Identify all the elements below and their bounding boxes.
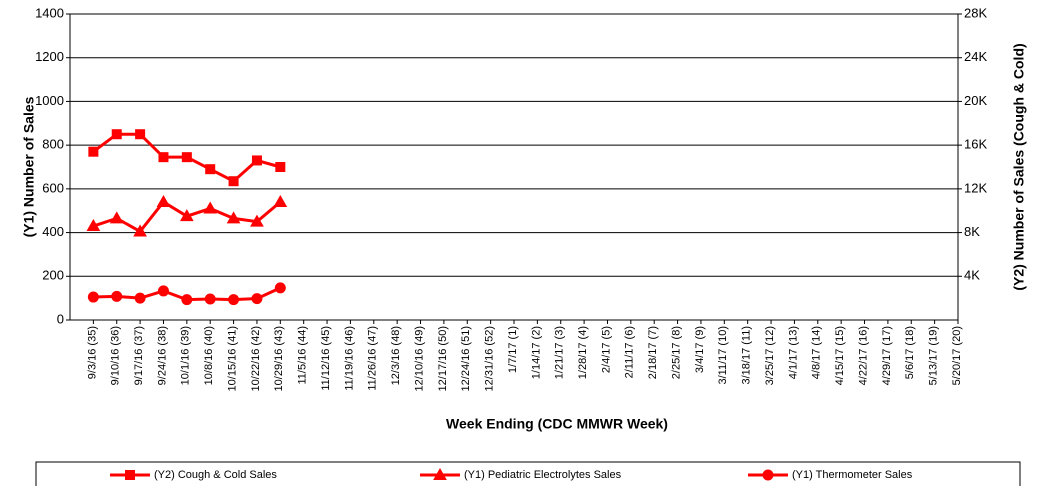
x-tick-label: 11/26/16 (47): [367, 326, 379, 391]
data-point: [133, 224, 147, 237]
y-tick-label: 1400: [35, 5, 64, 20]
x-tick-label: 3/25/17 (12): [764, 326, 776, 385]
x-tick-label: 5/20/17 (20): [951, 326, 963, 385]
data-point: [111, 129, 122, 140]
x-tick-label: 1/7/17 (1): [507, 326, 519, 373]
data-point: [205, 164, 216, 175]
y-tick-label: 1200: [35, 49, 64, 64]
y-tick-label: 800: [42, 137, 64, 152]
y2-tick-label: 12K: [964, 180, 987, 195]
legend-label: (Y1) Pediatric Electrolytes Sales: [464, 469, 622, 481]
y-axis-title: (Y1) Number of Sales: [21, 96, 37, 237]
x-tick-label: 12/3/16 (48): [390, 326, 402, 385]
y2-tick-label: 20K: [964, 93, 987, 108]
data-point: [251, 155, 262, 166]
legend-marker: [762, 469, 774, 481]
data-point: [275, 162, 286, 172]
x-tick-label: 2/25/17 (8): [670, 326, 682, 379]
x-axis-title: Week Ending (CDC MMWR Week): [446, 416, 668, 432]
data-point: [179, 209, 194, 222]
legend-label: (Y2) Cough & Cold Sales: [154, 469, 277, 481]
y-tick-label: 0: [57, 311, 64, 326]
data-point: [204, 293, 216, 305]
data-point: [86, 219, 101, 232]
data-point: [158, 152, 169, 163]
x-tick-label: 12/17/16 (50): [437, 326, 449, 391]
data-point: [228, 294, 240, 306]
x-tick-label: 11/19/16 (46): [343, 326, 355, 391]
y2-tick-label: 24K: [964, 49, 987, 64]
data-point: [135, 129, 146, 140]
data-point: [88, 146, 99, 157]
x-tick-label: 12/10/16 (49): [413, 326, 425, 391]
x-tick-label: 10/15/16 (41): [226, 326, 238, 391]
x-tick-label: 5/13/17 (19): [928, 326, 940, 385]
y-tick-label: 200: [42, 268, 64, 283]
x-tick-label: 1/14/17 (2): [530, 326, 542, 379]
x-tick-label: 4/29/17 (17): [881, 326, 893, 385]
data-point: [111, 290, 123, 302]
y-tick-label: 400: [42, 224, 64, 239]
x-tick-label: 3/11/17 (10): [717, 326, 729, 385]
x-tick-label: 5/6/17 (18): [904, 326, 916, 379]
y-tick-label: 600: [42, 180, 64, 195]
legend-marker: [125, 470, 135, 480]
data-point: [274, 282, 286, 294]
data-point: [181, 152, 192, 163]
x-tick-label: 1/21/17 (3): [554, 326, 566, 379]
x-tick-label: 4/1/17 (13): [787, 326, 799, 379]
x-tick-label: 3/4/17 (9): [694, 326, 706, 373]
x-tick-label: 12/31/16 (52): [484, 326, 496, 391]
y2-tick-label: 28K: [964, 5, 987, 20]
data-point: [181, 294, 193, 306]
x-tick-label: 1/28/17 (4): [577, 326, 589, 379]
data-point: [87, 291, 99, 303]
x-tick-label: 11/12/16 (45): [320, 326, 332, 391]
x-tick-label: 11/5/16 (44): [297, 326, 309, 385]
x-tick-label: 9/24/16 (38): [156, 326, 168, 385]
y2-axis-title: (Y2) Number of Sales (Cough & Cold): [1011, 43, 1027, 290]
x-tick-label: 9/17/16 (37): [133, 326, 145, 385]
y2-tick-label: 16K: [964, 137, 987, 152]
data-point: [203, 201, 218, 214]
x-tick-label: 9/10/16 (36): [110, 326, 122, 385]
data-point: [226, 211, 241, 224]
x-tick-label: 10/22/16 (42): [250, 326, 262, 391]
data-point: [156, 194, 171, 207]
data-point: [134, 292, 146, 304]
x-tick-label: 10/29/16 (43): [273, 326, 285, 391]
x-tick-label: 10/1/16 (39): [180, 326, 192, 385]
data-point: [109, 211, 124, 224]
x-tick-label: 4/15/17 (15): [834, 326, 846, 385]
x-tick-label: 12/24/16 (51): [460, 326, 472, 391]
data-point: [273, 194, 288, 207]
legend-marker: [433, 467, 447, 480]
y-tick-label: 1000: [35, 93, 64, 108]
data-point: [251, 293, 263, 305]
x-tick-label: 10/8/16 (40): [203, 326, 215, 385]
data-point: [157, 285, 169, 297]
legend-label: (Y1) Thermometer Sales: [792, 469, 913, 481]
y2-tick-label: 4K: [964, 268, 980, 283]
x-tick-label: 2/18/17 (7): [647, 326, 659, 379]
y2-tick-label: 8K: [964, 224, 980, 239]
x-tick-label: 3/18/17 (11): [741, 326, 753, 385]
data-point: [228, 176, 239, 187]
x-tick-label: 4/22/17 (16): [857, 326, 869, 385]
legend-frame: [35, 461, 1021, 486]
x-tick-label: 9/3/16 (35): [86, 326, 98, 379]
x-tick-label: 2/11/17 (6): [624, 326, 636, 378]
data-point: [250, 214, 264, 227]
x-tick-label: 4/8/17 (14): [811, 326, 823, 379]
x-tick-label: 2/4/17 (5): [600, 326, 612, 373]
